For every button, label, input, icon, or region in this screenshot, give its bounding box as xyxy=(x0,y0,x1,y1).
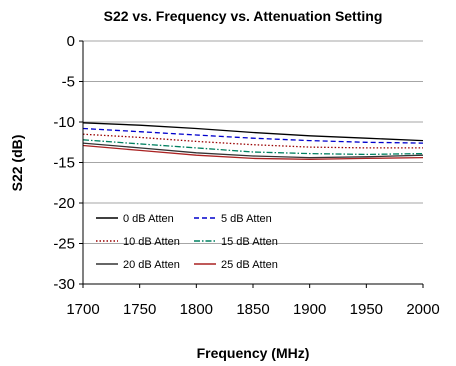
series-line-2 xyxy=(82,133,423,149)
legend: 0 dB Atten 5 dB Atten 10 dB Atten 15 dB Att… xyxy=(96,213,278,271)
y-tick-label-3: -15 xyxy=(53,155,75,172)
x-axis-label: Frequency (MHz) xyxy=(197,345,310,361)
chart-title: S22 vs. Frequency vs. Attenuation Settin… xyxy=(104,8,383,24)
legend-label-3: 15 dB Atten xyxy=(221,236,278,248)
series-line-0 xyxy=(82,122,424,142)
y-tick-label-2: -10 xyxy=(53,114,75,131)
x-tick-label-5: 1950 xyxy=(350,301,383,318)
y-tick-label-5: -25 xyxy=(53,236,75,253)
x-tick-label-2: 1800 xyxy=(180,301,213,318)
y-tick-label-4: -20 xyxy=(53,195,75,212)
series-line-4 xyxy=(82,142,424,159)
y-tick-label-6: -30 xyxy=(53,276,75,293)
series-line-1 xyxy=(82,127,424,144)
legend-label-2: 10 dB Atten xyxy=(123,236,180,248)
y-tick-label-0: 0 xyxy=(67,33,75,50)
y-tick-label-1: -5 xyxy=(62,74,75,91)
x-tick-label-4: 1900 xyxy=(293,301,326,318)
x-tick-label-3: 1850 xyxy=(236,301,269,318)
y-axis-label: S22 (dB) xyxy=(9,135,25,192)
tick-labels: 0 -5 -10 -15 -20 -25 -30 1700 1750 1800 1850 1900 19… xyxy=(53,33,439,318)
x-tick-label-6: 2000 xyxy=(406,301,439,318)
legend-label-0: 0 dB Atten xyxy=(123,213,174,225)
series-line-5 xyxy=(82,144,424,160)
legend-label-4: 20 dB Atten xyxy=(123,259,180,271)
x-tick-label-0: 1700 xyxy=(66,301,99,318)
gridlines xyxy=(83,40,423,244)
x-tick-label-1: 1750 xyxy=(123,301,156,318)
series-line-3 xyxy=(82,139,424,156)
series-lines xyxy=(82,122,424,160)
legend-label-5: 25 dB Atten xyxy=(221,259,278,271)
legend-label-1: 5 dB Atten xyxy=(221,213,272,225)
axes xyxy=(79,40,424,288)
